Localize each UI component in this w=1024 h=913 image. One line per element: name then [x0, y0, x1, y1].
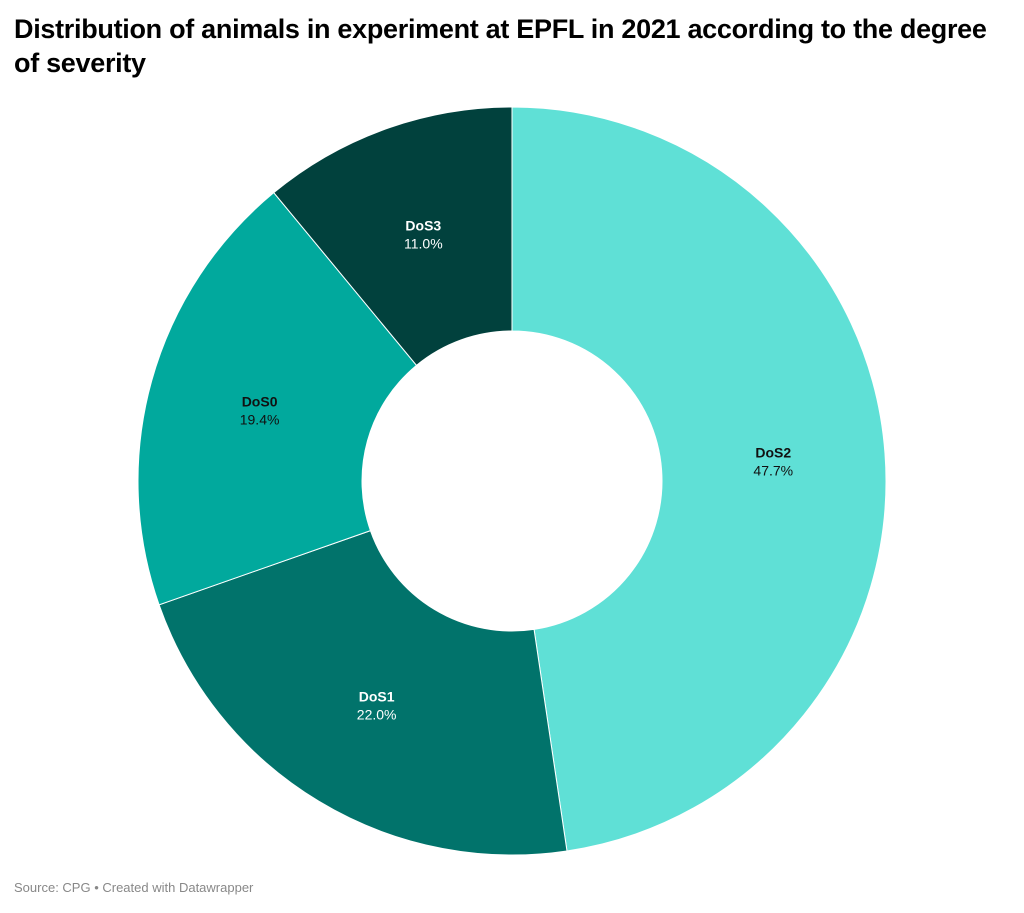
slice-value-dos3: 11.0% — [404, 235, 443, 251]
labels-group: DoS2 47.7% DoS1 22.0% DoS0 19.4% DoS3 11.0% — [240, 217, 793, 722]
slice-label-dos2: DoS2 — [755, 445, 791, 461]
slice-label-dos3: DoS3 — [405, 217, 441, 233]
slice-label-dos0: DoS0 — [242, 394, 278, 410]
slice-dos1[interactable] — [158, 530, 568, 856]
slice-value-dos0: 19.4% — [240, 412, 280, 428]
slice-value-dos2: 47.7% — [753, 463, 793, 479]
chart-footer: Source: CPG • Created with Datawrapper — [14, 880, 254, 895]
chart-title: Distribution of animals in experiment at… — [14, 14, 987, 78]
slices-group — [137, 106, 887, 856]
slice-dos2[interactable] — [511, 106, 887, 852]
slice-value-dos1: 22.0% — [357, 706, 397, 722]
slice-label-dos1: DoS1 — [359, 688, 395, 704]
slice-dos0[interactable] — [137, 191, 418, 606]
slice-dos3[interactable] — [273, 106, 513, 367]
